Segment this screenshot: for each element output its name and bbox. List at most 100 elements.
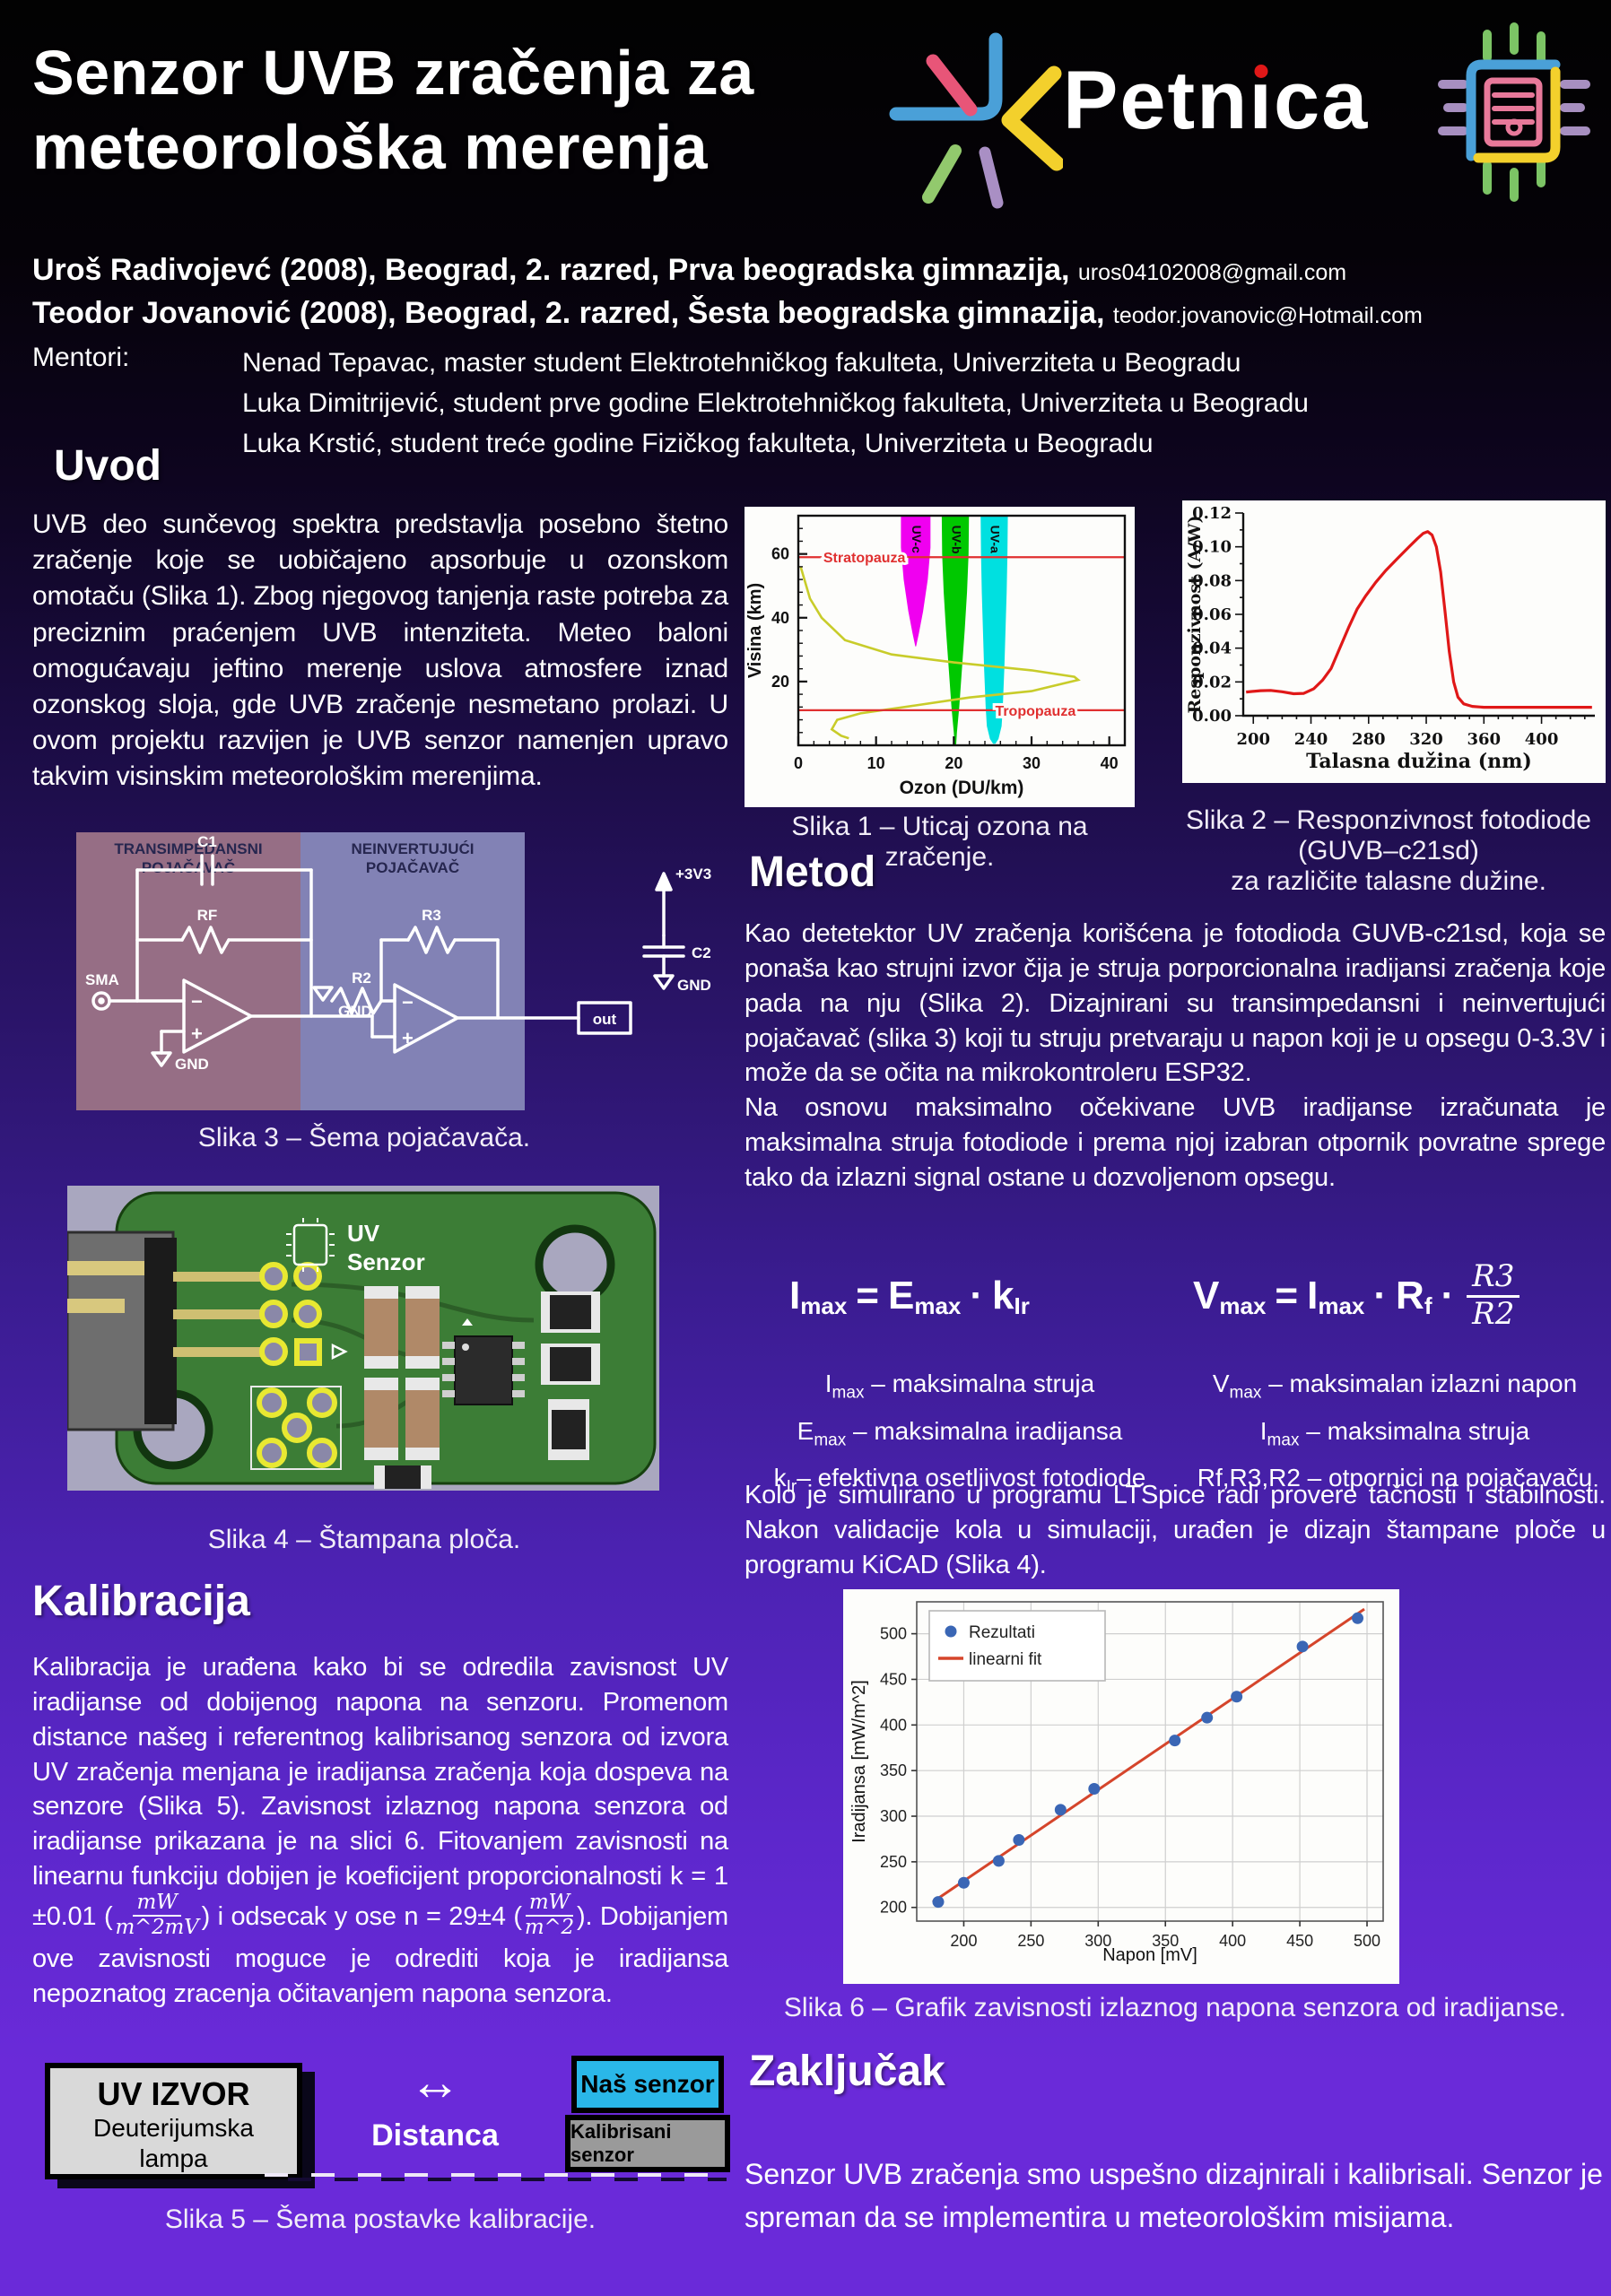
label-r2: R2 (352, 970, 371, 987)
mentor-3: Luka Krstić, student treće godine Fizičk… (242, 429, 1154, 458)
distance-arrow-icon: ↔ (409, 2053, 461, 2111)
section-heading-kalibracija: Kalibracija (32, 1578, 250, 1625)
opamp2-minus: − (402, 991, 414, 1013)
def-kir-sub: Ir (786, 1477, 797, 1497)
svg-text:320: 320 (1409, 730, 1443, 749)
petnica-red-dot-i: ı (1249, 55, 1274, 146)
label-c1: C1 (197, 833, 217, 850)
inline-fraction-1: mW m^2mV (115, 1892, 198, 1939)
def-emax-base: E (797, 1416, 814, 1445)
svg-text:Napon [mV]: Napon [mV] (1102, 1945, 1197, 1965)
region-1-title: TRANSIMPEDANSNI (114, 840, 262, 857)
kalibracija-text-1: Kalibracija je urađena kako bi se odredi… (32, 1653, 728, 1931)
svg-text:30: 30 (1023, 754, 1041, 772)
svg-text:Stratopauza: Stratopauza (823, 551, 906, 566)
def-kir-base: k (773, 1464, 787, 1492)
kalibracija-paragraph: Kalibracija je urađena kako bi se odredi… (32, 1650, 728, 2011)
vmax-lhs-sub: max (1219, 1292, 1267, 1319)
svg-text:200: 200 (880, 1899, 907, 1917)
svg-text:UV-c: UV-c (910, 526, 924, 553)
svg-text:Tropopauza: Tropopauza (995, 704, 1075, 719)
definitions-right: Vmax – maksimalan izlazni napon Imax – m… (1184, 1365, 1606, 1507)
svg-text:linearni fit: linearni fit (969, 1650, 1042, 1669)
def-emax-sub: max (814, 1431, 847, 1450)
uv-source-line-2: Deuterijumska (93, 2114, 254, 2142)
vmax-rhs1: I (1307, 1273, 1319, 1318)
figure-2-caption-line-1: Slika 2 – Responzivnost fotodiode (1186, 805, 1591, 835)
definitions-left: Imax – maksimalna struja Emax – maksimal… (749, 1365, 1171, 1507)
svg-text:UV-a: UV-a (988, 526, 1003, 553)
imax-rhs1-sub: max (914, 1292, 962, 1319)
svg-text:0.10: 0.10 (1192, 538, 1232, 557)
pcb-silk-senzor: Senzor (347, 1248, 425, 1275)
svg-text:500: 500 (880, 1625, 907, 1643)
author-2-email: teodor.jovanovic@Hotmail.com (1112, 303, 1423, 328)
author-2-name: Teodor Jovanović (2008), Beograd, 2. raz… (32, 296, 1105, 330)
section-heading-zakljucak: Zaključak (749, 2048, 945, 2095)
svg-text:20: 20 (945, 754, 962, 772)
def-resistors-base: Rf,R3,R2 (1197, 1464, 1301, 1492)
opamp1-plus: + (191, 1022, 203, 1045)
uvod-paragraph: UVB deo sunčevog spektra predstavlja pos… (32, 509, 728, 792)
our-sensor-box: Naš senzor (571, 2056, 724, 2113)
svg-text:350: 350 (1152, 1932, 1179, 1950)
petnica-star-logo-icon (889, 32, 1063, 209)
vmax-rhs1-sub: max (1318, 1292, 1365, 1319)
svg-text:450: 450 (880, 1670, 907, 1688)
author-line-2: Teodor Jovanović (2008), Beograd, 2. raz… (32, 296, 1423, 331)
svg-text:240: 240 (1294, 730, 1328, 749)
author-1-name: Uroš Radivojevć (2008), Beograd, 2. razr… (32, 253, 1070, 287)
figure-6-caption: Slika 6 – Grafik zavisnosti izlaznog nap… (783, 1993, 1567, 2022)
petnica-text-2: ca (1273, 55, 1370, 146)
vmax-dot-2: · (1441, 1273, 1455, 1318)
uv-source-box: UV IZVOR Deuterijumska lampa (45, 2063, 302, 2179)
label-rf: RF (197, 907, 218, 924)
def-imax2-base: I (1259, 1416, 1267, 1445)
figure-2-caption-line-3: za različite talasne dužine. (1231, 866, 1546, 896)
svg-text:0.12: 0.12 (1192, 504, 1232, 523)
def-imax-text: – maksimalna struja (864, 1370, 1095, 1397)
region-2-title-2: POJAČAVAČ (366, 859, 459, 876)
svg-text:Talasna dužina (nm): Talasna dužina (nm) (1306, 750, 1532, 773)
label-c2: C2 (692, 944, 711, 961)
svg-text:400: 400 (1219, 1932, 1246, 1950)
svg-text:400: 400 (880, 1716, 907, 1734)
kalibracija-text-3: ). Dobijanjem ove zavisnosti moguce je o… (32, 1902, 728, 2008)
figure-1-caption: Slika 1 – Uticaj ozona na zračenje. (791, 812, 1088, 872)
vmax-rhs2: R (1396, 1273, 1424, 1318)
metod-paragraph-3: Kolo je simulirano u programu LTSpice ra… (745, 1481, 1606, 1579)
kalibracija-text-2: ) i odsecak y ose n = 29±4 ( (201, 1902, 522, 1931)
svg-text:40: 40 (771, 609, 789, 627)
def-imax2-sub: max (1267, 1431, 1300, 1450)
def-imax-base: I (824, 1370, 832, 1397)
title-line-1: Senzor UVB zračenja za (32, 38, 754, 108)
svg-text:280: 280 (1352, 730, 1386, 749)
vmax-fraction: R3 R2 (1467, 1259, 1520, 1332)
imax-rhs1: E (887, 1274, 915, 1318)
vmax-dot-1: · (1373, 1273, 1388, 1318)
calibrated-sensor-box: Kalibrisani senzor (565, 2115, 730, 2172)
svg-text:Visina (km): Visina (km) (745, 583, 765, 678)
imax-rhs2: k (992, 1274, 1014, 1318)
region-2-title: NEINVERTUJUĆI (352, 840, 475, 857)
svg-text:0.04: 0.04 (1192, 639, 1232, 658)
def-emax: Emax – maksimalna iradijansa (749, 1413, 1171, 1460)
svg-text:Ozon (DU/km): Ozon (DU/km) (900, 778, 1024, 798)
label-out: out (593, 1011, 617, 1028)
label-r3: R3 (422, 907, 441, 924)
svg-text:360: 360 (1467, 730, 1502, 749)
svg-text:350: 350 (880, 1761, 907, 1779)
author-1-email: uros04102008@gmail.com (1077, 260, 1347, 285)
uv-source-title: UV IZVOR (97, 2075, 250, 2112)
pcb-silk-uv: UV (347, 1220, 380, 1247)
svg-text:Rezultati: Rezultati (969, 1623, 1035, 1642)
figure-3-amplifier-schematic: TRANSIMPEDANSNI POJAČAVAČ NEINVERTUJUĆI … (76, 832, 711, 1110)
fraction-1-numerator: mW (133, 1892, 181, 1917)
mentor-1: Nenad Tepavac, master student Elektroteh… (242, 348, 1241, 378)
author-line-1: Uroš Radivojevć (2008), Beograd, 2. razr… (32, 253, 1346, 288)
imax-dot: · (970, 1274, 984, 1318)
title-line-2: meteorološka merenja (32, 111, 709, 182)
distance-ruler (265, 2173, 727, 2181)
